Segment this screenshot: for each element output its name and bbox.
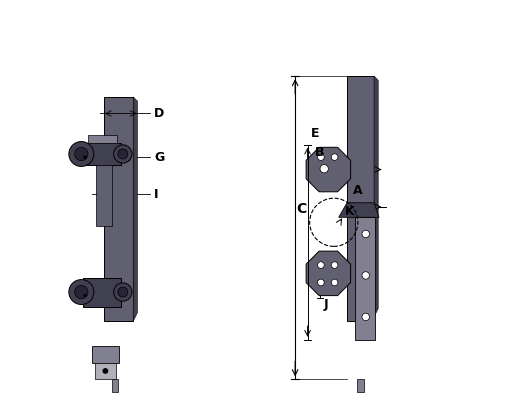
Circle shape xyxy=(331,279,338,286)
Bar xyxy=(104,97,133,321)
Polygon shape xyxy=(374,76,378,317)
Polygon shape xyxy=(306,251,351,296)
Text: E: E xyxy=(311,127,319,140)
Circle shape xyxy=(83,294,87,297)
Polygon shape xyxy=(339,203,379,217)
Bar xyxy=(95,363,116,379)
Text: B: B xyxy=(315,146,325,159)
Bar xyxy=(83,278,121,306)
Text: I: I xyxy=(154,188,158,201)
Text: A: A xyxy=(353,184,363,196)
Circle shape xyxy=(74,147,88,161)
Circle shape xyxy=(114,283,132,301)
Text: D: D xyxy=(154,107,164,120)
Circle shape xyxy=(317,279,324,286)
Circle shape xyxy=(118,287,128,297)
Circle shape xyxy=(118,149,128,159)
Circle shape xyxy=(331,262,338,268)
Text: K: K xyxy=(345,205,355,218)
Circle shape xyxy=(317,154,324,161)
Circle shape xyxy=(69,142,94,166)
Circle shape xyxy=(362,230,370,238)
Circle shape xyxy=(362,272,370,279)
Circle shape xyxy=(331,154,338,161)
Circle shape xyxy=(114,145,132,163)
Polygon shape xyxy=(306,147,351,192)
Circle shape xyxy=(83,155,87,159)
Bar xyxy=(92,346,119,363)
Circle shape xyxy=(320,165,328,173)
Polygon shape xyxy=(133,97,137,321)
Text: J: J xyxy=(323,298,328,311)
Circle shape xyxy=(362,313,370,321)
Bar xyxy=(356,379,364,392)
Text: G: G xyxy=(154,150,164,163)
Bar xyxy=(88,135,117,143)
Circle shape xyxy=(74,285,88,299)
Bar xyxy=(111,379,118,392)
Text: C: C xyxy=(296,202,306,216)
Circle shape xyxy=(69,280,94,304)
Circle shape xyxy=(102,368,108,374)
Bar xyxy=(347,76,374,321)
Bar xyxy=(96,166,112,226)
Bar xyxy=(83,143,121,166)
Circle shape xyxy=(317,262,324,268)
Bar xyxy=(354,217,375,340)
